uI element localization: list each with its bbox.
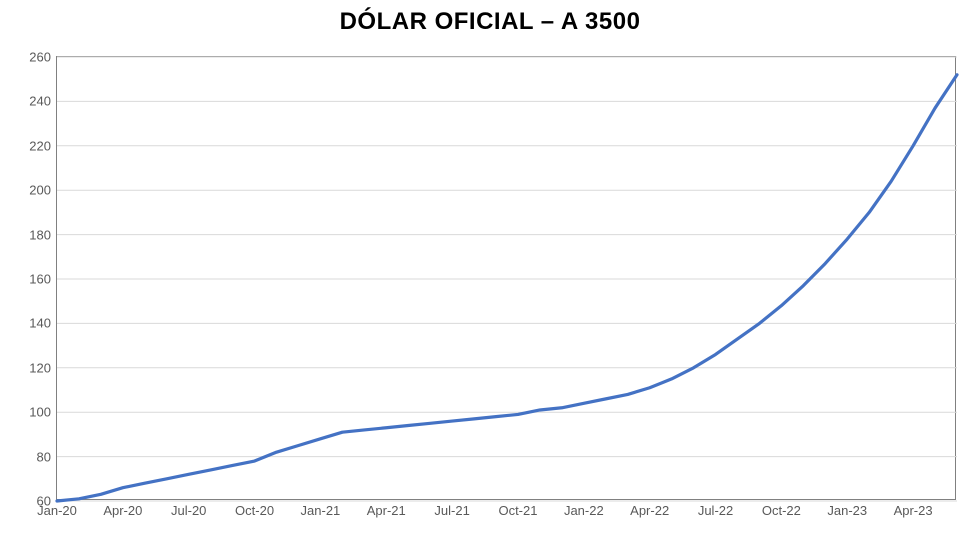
x-tick-label: Jul-22 — [698, 499, 733, 518]
line-chart: DÓLAR OFICIAL – A 3500 60801001201401601… — [0, 0, 980, 537]
plot-area: 6080100120140160180200220240260Jan-20Apr… — [56, 56, 956, 500]
x-tick-label: Jan-21 — [301, 499, 341, 518]
chart-svg — [57, 57, 957, 501]
x-tick-label: Jan-23 — [827, 499, 867, 518]
y-tick-label: 80 — [37, 449, 57, 464]
data-line — [57, 75, 957, 501]
y-tick-label: 160 — [29, 272, 57, 287]
y-tick-label: 140 — [29, 316, 57, 331]
chart-title: DÓLAR OFICIAL – A 3500 — [0, 8, 980, 36]
x-tick-label: Apr-23 — [894, 499, 933, 518]
x-tick-label: Oct-22 — [762, 499, 801, 518]
x-tick-label: Apr-20 — [103, 499, 142, 518]
y-tick-label: 100 — [29, 405, 57, 420]
x-tick-label: Oct-20 — [235, 499, 274, 518]
x-tick-label: Jul-20 — [171, 499, 206, 518]
y-tick-label: 200 — [29, 183, 57, 198]
x-tick-label: Jan-22 — [564, 499, 604, 518]
x-tick-label: Apr-22 — [630, 499, 669, 518]
x-tick-label: Oct-21 — [498, 499, 537, 518]
y-tick-label: 240 — [29, 94, 57, 109]
x-tick-label: Apr-21 — [367, 499, 406, 518]
y-tick-label: 220 — [29, 138, 57, 153]
y-tick-label: 180 — [29, 227, 57, 242]
x-tick-label: Jul-21 — [434, 499, 469, 518]
x-tick-label: Jan-20 — [37, 499, 77, 518]
y-tick-label: 120 — [29, 360, 57, 375]
y-tick-label: 260 — [29, 50, 57, 65]
